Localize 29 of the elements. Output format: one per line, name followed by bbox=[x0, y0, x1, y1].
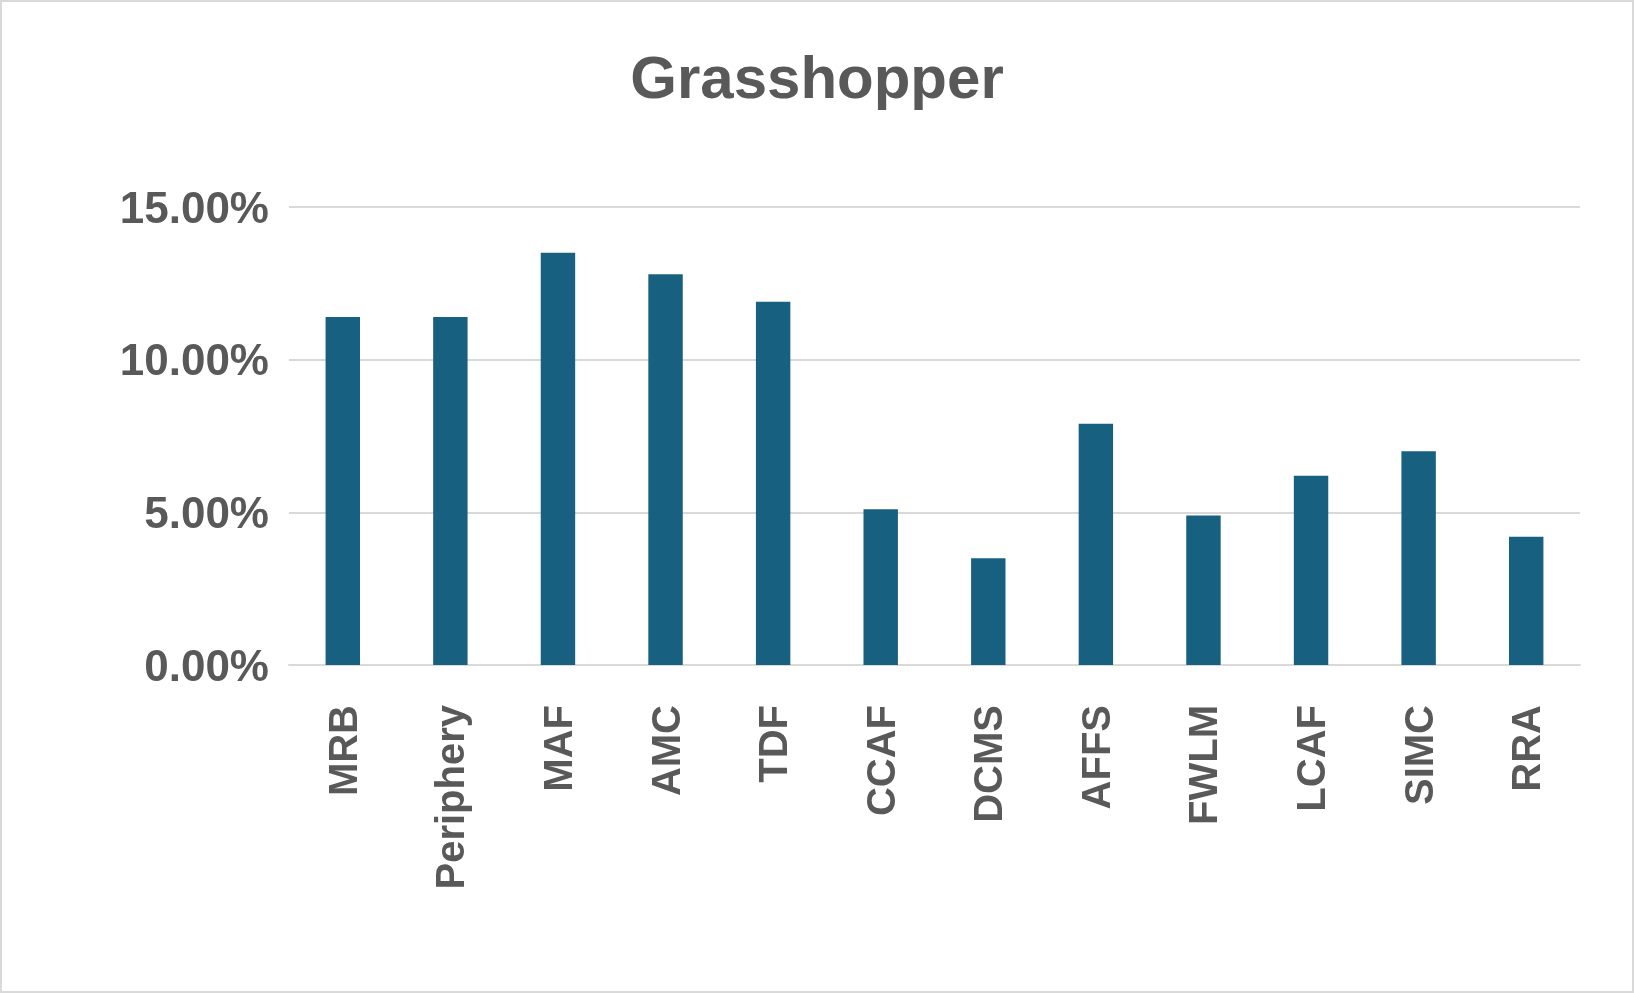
x-tick-label: TDF bbox=[751, 705, 796, 783]
x-tick-label: CCAF bbox=[858, 705, 903, 817]
bar bbox=[325, 316, 361, 665]
x-tick-label: Periphery bbox=[428, 704, 473, 890]
x-tick-label: SIMC bbox=[1396, 705, 1441, 805]
bar bbox=[648, 274, 683, 665]
x-tick-label: DCMS bbox=[966, 705, 1011, 823]
x-tick-label: AMC bbox=[643, 705, 688, 797]
x-tick-label: RRA bbox=[1504, 705, 1549, 792]
bar bbox=[1293, 475, 1329, 665]
y-tick-label: 10.00% bbox=[119, 335, 269, 385]
x-tick-label: AFFS bbox=[1073, 705, 1118, 810]
y-tick-label: 15.00% bbox=[119, 182, 269, 232]
bar bbox=[1186, 515, 1221, 665]
bar bbox=[755, 301, 791, 665]
x-tick-label: MAF bbox=[535, 705, 580, 792]
bar bbox=[1078, 423, 1114, 665]
bar bbox=[1401, 451, 1436, 665]
y-tick-label: 5.00% bbox=[144, 487, 269, 537]
y-tick-label: 0.00% bbox=[144, 640, 269, 690]
x-tick-label: LCAF bbox=[1289, 705, 1334, 812]
x-tick-label: MRB bbox=[320, 705, 365, 797]
bar bbox=[540, 252, 576, 665]
bar bbox=[971, 558, 1006, 665]
bar bbox=[863, 509, 898, 665]
bar bbox=[433, 316, 468, 665]
bar bbox=[1509, 536, 1544, 665]
chart-title: Grasshopper bbox=[630, 43, 1004, 111]
x-tick-label: FWLM bbox=[1181, 705, 1226, 825]
